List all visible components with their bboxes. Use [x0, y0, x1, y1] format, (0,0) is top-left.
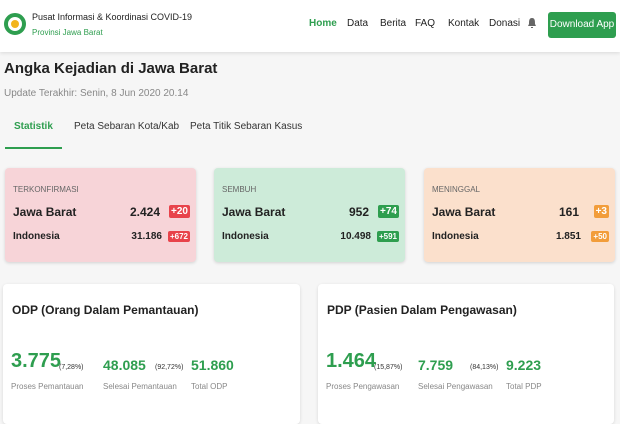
tab[interactable]: Peta Titik Sebaran Kasus	[190, 121, 303, 132]
region-name: Indonesia	[432, 231, 479, 242]
page: Pusat Informasi & Koordinasi COVID-19 Pr…	[0, 0, 620, 391]
stat-label: Selesai Pengawasan	[418, 382, 493, 391]
stat-value: 1.464	[326, 350, 377, 372]
bell-icon[interactable]	[527, 17, 537, 29]
region-name: Jawa Barat	[13, 205, 77, 219]
stat-value: 51.860	[191, 357, 234, 373]
stat-value: 48.085	[103, 357, 146, 373]
panel: PDP (Pasien Dalam Pengawasan) 1.464 (15,87…	[318, 284, 614, 424]
case-count: 2.424	[129, 205, 160, 219]
case-count: 161	[558, 205, 579, 219]
tab-underline	[5, 147, 62, 149]
nav-link[interactable]: Berita	[380, 18, 407, 29]
nav-link[interactable]: FAQ	[415, 18, 436, 29]
stat-value: 7.759	[418, 357, 454, 373]
delta-badge: +672	[167, 231, 190, 242]
card-label: MENINGGAL	[432, 185, 481, 194]
card-label: SEMBUH	[222, 185, 257, 194]
case-count: 952	[348, 205, 369, 219]
delta-badge: +3	[593, 205, 609, 218]
case-count: 1.851	[555, 231, 581, 242]
tab[interactable]: Statistik	[14, 121, 53, 132]
stat-label: Proses Pengawasan	[326, 382, 400, 391]
region-name: Indonesia	[222, 231, 269, 242]
nav-link[interactable]: Donasi	[489, 18, 521, 29]
stat-label: Proses Pemantauan	[11, 382, 84, 391]
panel-title: PDP (Pasien Dalam Pengawasan)	[327, 303, 517, 317]
card-label: TERKONFIRMASI	[13, 185, 79, 194]
delta-badge: +74	[378, 205, 399, 218]
stat-value: 9.223	[506, 357, 542, 373]
page-title: Angka Kejadian di Jawa Barat	[4, 60, 218, 77]
nav-link[interactable]: Data	[347, 18, 369, 29]
stat-label: Selesai Pemantauan	[103, 382, 177, 391]
stat-percent: (92,72%)	[155, 364, 184, 371]
delta-badge: +20	[169, 205, 190, 218]
delta-badge: +591	[376, 231, 399, 242]
stat-value: 3.775	[11, 350, 62, 372]
tab[interactable]: Peta Sebaran Kota/Kab	[74, 121, 180, 132]
case-count: 31.186	[131, 231, 162, 242]
panel: ODP (Orang Dalam Pemantauan) 3.775 (7,28%)…	[3, 284, 300, 424]
nav-link[interactable]: Kontak	[448, 18, 480, 29]
logo	[4, 13, 26, 35]
update-time: Update Terakhir: Senin, 8 Jun 2020 20.14	[4, 88, 189, 99]
case-count: 10.498	[340, 231, 371, 242]
stat-percent: (84,13%)	[470, 364, 499, 371]
region-name: Jawa Barat	[222, 205, 286, 219]
site-subtitle: Provinsi Jawa Barat	[32, 28, 103, 37]
delta-badge: +50	[591, 231, 609, 242]
stat-label: Total ODP	[191, 382, 228, 391]
panel-title: ODP (Orang Dalam Pemantauan)	[12, 303, 199, 317]
stat-card: MENINGGAL Jawa Barat 161 +3 Indonesia 1.851 +5…	[424, 168, 615, 262]
stat-label: Total PDP	[506, 382, 542, 391]
download-button[interactable]: Download App	[548, 12, 616, 38]
stat-card: TERKONFIRMASI Jawa Barat 2.424 +20 Indonesia…	[5, 168, 196, 262]
region-name: Indonesia	[13, 231, 60, 242]
stat-card: SEMBUH Jawa Barat 952 +74 Indonesia 10.498 +59…	[214, 168, 405, 262]
stat-percent: (15,87%)	[374, 364, 403, 371]
site-title: Pusat Informasi & Koordinasi COVID-19	[32, 12, 193, 22]
region-name: Jawa Barat	[432, 205, 496, 219]
header: Pusat Informasi & Koordinasi COVID-19 Pr…	[0, 0, 620, 52]
nav-link[interactable]: Home	[309, 18, 337, 29]
stat-percent: (7,28%)	[59, 364, 84, 371]
